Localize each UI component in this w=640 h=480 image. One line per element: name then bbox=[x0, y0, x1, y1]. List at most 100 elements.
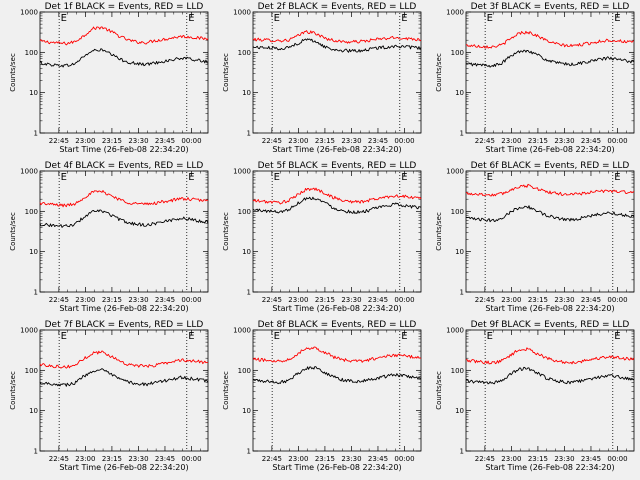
y-tick-label: 100 bbox=[25, 49, 38, 57]
panel-det-3: Det 3f BLACK = Events, RED = LLD 1 10 100 10… bbox=[435, 2, 635, 154]
event-marker-label: E bbox=[61, 331, 67, 342]
y-axis-label: Counts/sec bbox=[435, 371, 443, 410]
event-marker-label: E bbox=[188, 172, 194, 183]
x-tick-label: 22:45 bbox=[475, 296, 495, 304]
panel-title: Det 6f BLACK = Events, RED = LLD bbox=[471, 161, 630, 171]
plot-frame bbox=[252, 170, 422, 293]
y-tick-label: 1000 bbox=[446, 168, 464, 176]
x-tick-label: 23:15 bbox=[528, 296, 548, 304]
x-tick-label: 23:45 bbox=[155, 137, 175, 145]
x-tick-label: 23:00 bbox=[75, 455, 95, 463]
x-axis-label: Start Time (26-Feb-08 22:34:20) bbox=[485, 145, 614, 154]
panel-det-1: Det 1f BLACK = Events, RED = LLD 1 10 100 10… bbox=[9, 2, 209, 154]
x-axis-label: Start Time (26-Feb-08 22:34:20) bbox=[272, 304, 401, 313]
x-tick-label: 00:00 bbox=[394, 137, 414, 145]
y-tick-label: 1000 bbox=[20, 9, 38, 17]
panel-title: Det 2f BLACK = Events, RED = LLD bbox=[258, 2, 417, 12]
x-tick-label: 23:45 bbox=[368, 455, 388, 463]
event-marker-label: E bbox=[188, 13, 194, 24]
event-marker-label: E bbox=[487, 13, 493, 24]
series-line-events bbox=[39, 209, 209, 228]
x-tick-label: 23:30 bbox=[128, 296, 148, 304]
y-tick-label: 1 bbox=[247, 289, 251, 297]
panel-det-2: Det 2f BLACK = Events, RED = LLD 1 10 100 10… bbox=[222, 2, 422, 154]
y-tick-label: 1 bbox=[460, 448, 464, 456]
series-line-events bbox=[39, 48, 209, 68]
event-marker-label: E bbox=[401, 172, 407, 183]
plot-frame bbox=[39, 11, 209, 134]
y-tick-label: 1 bbox=[247, 448, 251, 456]
series-line-events bbox=[465, 366, 635, 385]
x-tick-label: 22:45 bbox=[49, 137, 69, 145]
series-line-lld bbox=[465, 347, 635, 365]
series-line-events bbox=[252, 366, 422, 385]
panel-title: Det 8f BLACK = Events, RED = LLD bbox=[258, 320, 417, 330]
y-tick-label: 100 bbox=[238, 49, 251, 57]
x-tick-label: 00:00 bbox=[394, 296, 414, 304]
event-marker-label: E bbox=[401, 13, 407, 24]
x-tick-label: 22:45 bbox=[475, 137, 495, 145]
event-marker-label: E bbox=[614, 331, 620, 342]
y-axis-label: Counts/sec bbox=[222, 371, 230, 410]
y-tick-label: 1000 bbox=[233, 9, 251, 17]
y-axis-label: Counts/sec bbox=[435, 53, 443, 92]
x-tick-label: 23:45 bbox=[581, 455, 601, 463]
event-marker-label: E bbox=[487, 331, 493, 342]
y-tick-label: 1000 bbox=[233, 168, 251, 176]
y-tick-label: 10 bbox=[29, 248, 38, 256]
x-tick-label: 23:30 bbox=[554, 455, 574, 463]
x-tick-label: 23:45 bbox=[155, 296, 175, 304]
y-tick-label: 100 bbox=[238, 208, 251, 216]
x-tick-label: 23:15 bbox=[315, 455, 335, 463]
event-marker-label: E bbox=[274, 13, 280, 24]
x-tick-label: 23:15 bbox=[315, 296, 335, 304]
y-tick-label: 10 bbox=[455, 248, 464, 256]
panel-title: Det 7f BLACK = Events, RED = LLD bbox=[45, 320, 204, 330]
y-tick-label: 1000 bbox=[446, 327, 464, 335]
x-tick-label: 23:30 bbox=[128, 137, 148, 145]
series-line-lld bbox=[252, 187, 422, 205]
y-axis-label: Counts/sec bbox=[9, 371, 17, 410]
y-tick-label: 100 bbox=[451, 367, 464, 375]
x-tick-label: 22:45 bbox=[262, 137, 282, 145]
x-tick-label: 23:30 bbox=[554, 296, 574, 304]
event-marker-label: E bbox=[188, 331, 194, 342]
y-tick-label: 1000 bbox=[20, 168, 38, 176]
y-tick-label: 1 bbox=[460, 130, 464, 138]
y-axis-label: Counts/sec bbox=[435, 212, 443, 251]
y-tick-label: 1 bbox=[34, 448, 38, 456]
x-tick-label: 23:15 bbox=[102, 137, 122, 145]
event-marker-label: E bbox=[274, 172, 280, 183]
series-line-lld bbox=[465, 183, 635, 197]
series-line-events bbox=[465, 205, 635, 223]
x-tick-label: 23:00 bbox=[501, 296, 521, 304]
plot-frame bbox=[465, 329, 635, 452]
y-tick-label: 10 bbox=[29, 89, 38, 97]
x-tick-label: 00:00 bbox=[607, 137, 627, 145]
x-tick-label: 23:00 bbox=[75, 296, 95, 304]
panel-det-7: Det 7f BLACK = Events, RED = LLD 1 10 100 10… bbox=[9, 320, 209, 472]
x-tick-label: 23:00 bbox=[288, 137, 308, 145]
y-tick-label: 10 bbox=[455, 407, 464, 415]
series-line-lld bbox=[39, 350, 209, 369]
y-tick-label: 1000 bbox=[446, 9, 464, 17]
x-axis-label: Start Time (26-Feb-08 22:34:20) bbox=[272, 145, 401, 154]
y-tick-label: 100 bbox=[451, 208, 464, 216]
series-line-events bbox=[39, 368, 209, 387]
panel-det-4: Det 4f BLACK = Events, RED = LLD 1 10 100 10… bbox=[9, 161, 209, 313]
series-line-events bbox=[252, 38, 422, 53]
x-tick-label: 23:00 bbox=[288, 455, 308, 463]
x-tick-label: 00:00 bbox=[181, 137, 201, 145]
y-tick-label: 1000 bbox=[233, 327, 251, 335]
series-line-lld bbox=[39, 190, 209, 208]
series-line-events bbox=[252, 196, 421, 214]
x-tick-label: 00:00 bbox=[394, 455, 414, 463]
x-tick-label: 23:15 bbox=[315, 137, 335, 145]
x-tick-label: 22:45 bbox=[262, 455, 282, 463]
series-line-lld bbox=[252, 346, 422, 363]
x-tick-label: 22:45 bbox=[475, 455, 495, 463]
event-marker-label: E bbox=[61, 172, 67, 183]
x-tick-label: 00:00 bbox=[181, 296, 201, 304]
x-tick-label: 23:00 bbox=[501, 137, 521, 145]
x-tick-label: 23:30 bbox=[341, 296, 361, 304]
